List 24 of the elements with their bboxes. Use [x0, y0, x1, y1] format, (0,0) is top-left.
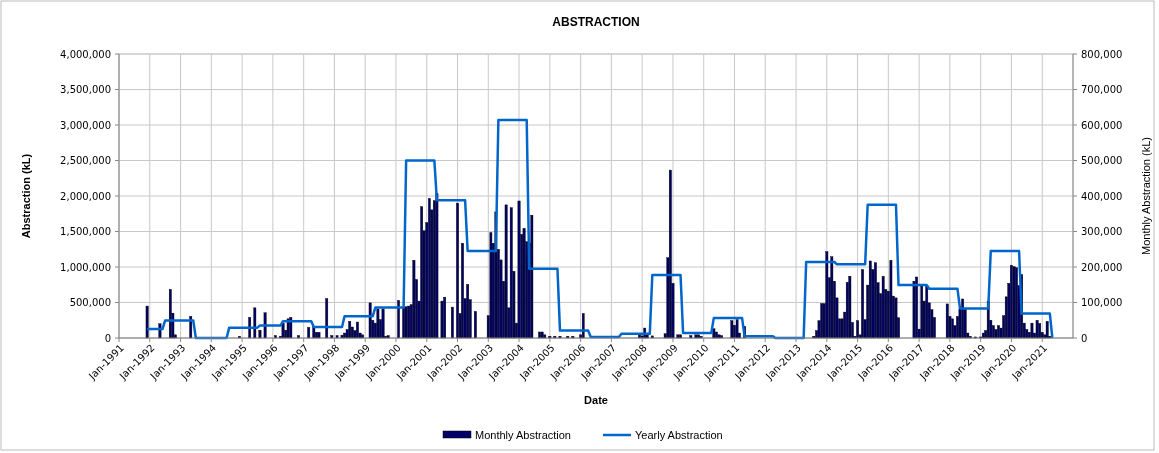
y2-tick-label: 500,000	[1081, 155, 1123, 166]
y-tick-label: 3,500,000	[60, 84, 111, 95]
y2-tick-label: 400,000	[1081, 190, 1123, 202]
legend-label: Monthly Abstraction	[475, 428, 571, 441]
y-tick-label: 0	[104, 332, 111, 344]
y-tick-label: 500,000	[69, 297, 111, 308]
y-tick-label: 3,000,000	[60, 119, 111, 131]
y-tick-label: 4,000,000	[60, 48, 111, 60]
y2-tick-label: 0	[1081, 332, 1088, 344]
legend-label: Yearly Abstraction	[635, 428, 723, 441]
y2-tick-label: 100,000	[1081, 297, 1123, 308]
y-axis-title: Abstraction (kL)	[20, 153, 32, 239]
y2-tick-label: 200,000	[1081, 261, 1123, 273]
y-tick-label: 1,500,000	[60, 226, 111, 237]
y2-tick-label: 300,000	[1081, 226, 1123, 237]
y-tick-label: 2,500,000	[60, 155, 111, 166]
y2-tick-label: 700,000	[1081, 84, 1123, 95]
y-tick-label: 2,000,000	[60, 190, 111, 202]
y-tick-label: 1,000,000	[60, 261, 111, 273]
y2-tick-label: 600,000	[1081, 119, 1123, 131]
chart-title: ABSTRACTION	[552, 15, 640, 29]
y2-axis-title: Monthly Abstraction (kL)	[1140, 137, 1152, 255]
y2-tick-label: 800,000	[1081, 48, 1123, 60]
x-axis-title: Date	[584, 394, 608, 406]
